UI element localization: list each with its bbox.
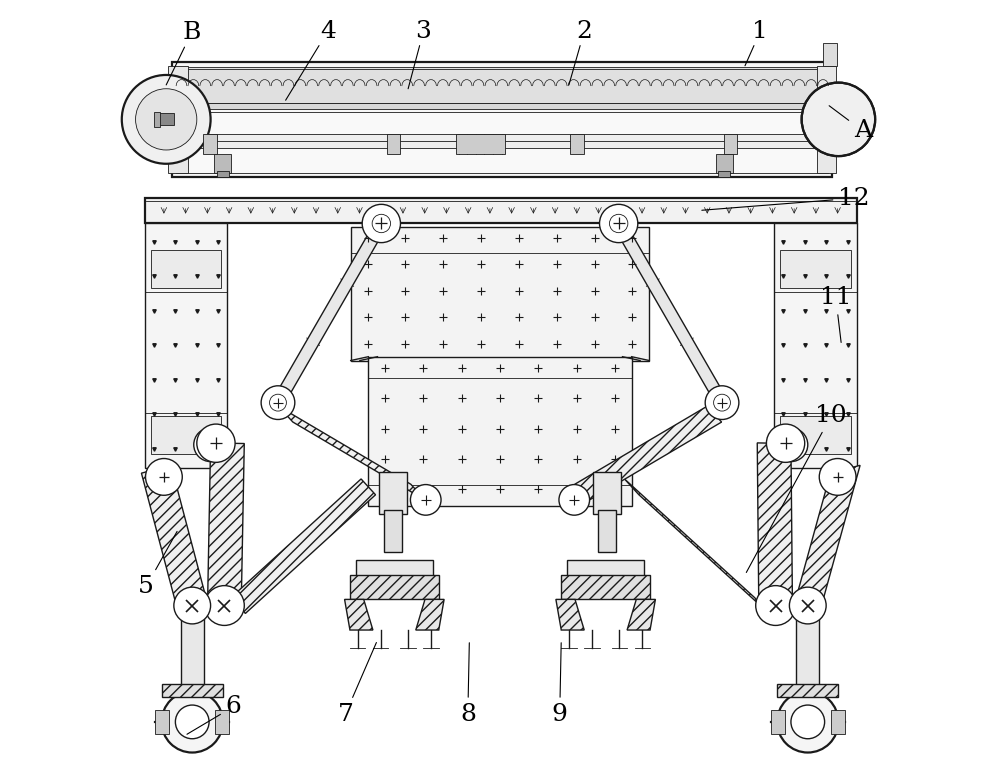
Bar — [456, 134, 505, 154]
Text: 5: 5 — [138, 532, 177, 598]
Bar — [384, 510, 402, 552]
Bar — [145, 222, 227, 468]
Circle shape — [766, 424, 805, 463]
Bar — [217, 172, 229, 176]
Text: 4: 4 — [286, 20, 336, 100]
Bar — [162, 683, 223, 697]
Bar — [780, 249, 851, 288]
Bar — [176, 67, 828, 104]
Bar — [215, 709, 229, 734]
Circle shape — [204, 586, 244, 625]
Bar — [168, 66, 188, 173]
Circle shape — [146, 459, 182, 495]
Bar — [777, 683, 838, 697]
Circle shape — [175, 705, 209, 739]
Bar — [379, 472, 407, 514]
Polygon shape — [278, 407, 425, 500]
Polygon shape — [575, 407, 722, 500]
Text: 2: 2 — [569, 20, 592, 85]
Circle shape — [410, 485, 441, 515]
Bar — [181, 603, 204, 686]
Circle shape — [174, 588, 211, 624]
Bar — [774, 222, 857, 468]
Circle shape — [362, 204, 400, 242]
Bar — [724, 134, 737, 154]
Bar — [567, 560, 644, 577]
Text: B: B — [166, 21, 201, 85]
Text: 6: 6 — [187, 695, 242, 734]
Bar — [155, 709, 169, 734]
Bar — [176, 104, 828, 110]
Circle shape — [162, 691, 223, 752]
Circle shape — [756, 586, 796, 625]
Bar — [831, 709, 845, 734]
Circle shape — [705, 386, 739, 420]
Bar — [351, 226, 649, 360]
Text: 9: 9 — [552, 643, 568, 726]
Text: 11: 11 — [820, 286, 852, 342]
Polygon shape — [208, 443, 244, 606]
Circle shape — [791, 705, 825, 739]
Circle shape — [774, 428, 808, 462]
Bar — [157, 114, 174, 125]
Text: 8: 8 — [460, 643, 476, 726]
Bar — [780, 416, 851, 454]
Bar — [184, 134, 821, 148]
Bar — [151, 416, 221, 454]
Bar — [561, 575, 650, 599]
Bar — [368, 357, 632, 506]
Polygon shape — [624, 479, 769, 614]
Polygon shape — [613, 220, 727, 406]
Circle shape — [802, 83, 875, 156]
Bar — [570, 134, 584, 154]
Polygon shape — [345, 599, 373, 630]
Bar — [154, 112, 160, 127]
Bar — [151, 249, 221, 288]
Bar — [145, 198, 857, 222]
Circle shape — [789, 588, 826, 624]
Bar — [817, 66, 836, 173]
Text: 12: 12 — [702, 186, 870, 210]
Bar — [180, 69, 825, 104]
Polygon shape — [793, 466, 860, 610]
Bar — [598, 510, 616, 552]
Circle shape — [194, 428, 227, 462]
Bar — [350, 575, 439, 599]
Polygon shape — [273, 220, 387, 406]
Text: 3: 3 — [408, 20, 431, 89]
Circle shape — [819, 459, 856, 495]
Bar — [172, 62, 832, 176]
Polygon shape — [141, 466, 207, 610]
Polygon shape — [757, 443, 792, 606]
Text: A: A — [829, 106, 872, 143]
Text: 10: 10 — [746, 404, 847, 572]
Circle shape — [559, 485, 590, 515]
Text: 1: 1 — [745, 20, 768, 66]
Bar — [387, 134, 400, 154]
Bar — [796, 603, 819, 686]
Bar — [593, 472, 621, 514]
Polygon shape — [627, 599, 655, 630]
Bar — [823, 43, 837, 66]
Bar — [203, 134, 217, 154]
Circle shape — [261, 386, 295, 420]
Polygon shape — [231, 479, 376, 614]
Circle shape — [197, 424, 235, 463]
Circle shape — [136, 89, 197, 150]
Bar — [771, 709, 785, 734]
Bar — [716, 154, 733, 173]
Polygon shape — [416, 599, 444, 630]
Polygon shape — [556, 599, 584, 630]
Bar — [214, 154, 231, 173]
Circle shape — [777, 691, 838, 752]
Circle shape — [600, 204, 638, 242]
Bar — [356, 560, 433, 577]
Text: 7: 7 — [337, 643, 376, 726]
Bar — [718, 172, 730, 176]
Bar — [176, 112, 828, 173]
Circle shape — [122, 75, 211, 164]
